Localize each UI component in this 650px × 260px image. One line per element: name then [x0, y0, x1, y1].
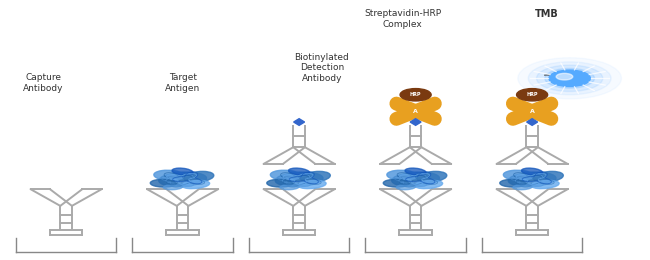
Polygon shape [509, 116, 519, 120]
Ellipse shape [172, 168, 193, 175]
Ellipse shape [513, 185, 532, 190]
Circle shape [536, 65, 603, 92]
Polygon shape [526, 119, 538, 125]
Polygon shape [545, 102, 555, 106]
Ellipse shape [163, 185, 183, 190]
Ellipse shape [280, 185, 299, 190]
Polygon shape [410, 119, 421, 125]
Polygon shape [428, 116, 439, 120]
Circle shape [549, 70, 590, 87]
Ellipse shape [159, 172, 207, 187]
Polygon shape [393, 116, 403, 120]
Ellipse shape [298, 180, 326, 189]
Text: Target
Antigen: Target Antigen [165, 73, 200, 93]
Ellipse shape [392, 172, 439, 187]
Ellipse shape [181, 180, 210, 189]
Circle shape [522, 107, 543, 115]
Polygon shape [428, 102, 439, 106]
Ellipse shape [531, 180, 559, 189]
Text: Streptavidin-HRP
Complex: Streptavidin-HRP Complex [364, 9, 441, 29]
Ellipse shape [300, 171, 330, 182]
Polygon shape [294, 119, 305, 125]
Circle shape [517, 89, 548, 101]
Circle shape [556, 73, 573, 80]
Polygon shape [393, 102, 403, 106]
Ellipse shape [415, 180, 443, 189]
Ellipse shape [508, 172, 556, 187]
Ellipse shape [150, 179, 176, 187]
Circle shape [405, 107, 426, 115]
Circle shape [528, 62, 611, 95]
Ellipse shape [405, 168, 426, 175]
Polygon shape [509, 102, 519, 106]
Circle shape [400, 89, 431, 101]
Circle shape [518, 58, 621, 99]
Ellipse shape [266, 179, 292, 187]
Polygon shape [545, 116, 555, 120]
Text: HRP: HRP [410, 92, 421, 97]
Text: Biotinylated
Detection
Antibody: Biotinylated Detection Antibody [294, 53, 349, 83]
Text: HRP: HRP [526, 92, 538, 97]
Text: A: A [413, 109, 418, 114]
Ellipse shape [270, 170, 302, 181]
Ellipse shape [533, 171, 564, 182]
Ellipse shape [289, 168, 309, 175]
Ellipse shape [500, 179, 526, 187]
Ellipse shape [417, 171, 447, 182]
Ellipse shape [521, 168, 543, 175]
Ellipse shape [503, 170, 535, 181]
Ellipse shape [387, 170, 419, 181]
Ellipse shape [396, 185, 415, 190]
Ellipse shape [184, 171, 214, 182]
Ellipse shape [154, 170, 185, 181]
Text: A: A [530, 109, 534, 114]
Ellipse shape [275, 172, 323, 187]
Text: TMB: TMB [536, 9, 559, 19]
Circle shape [545, 68, 595, 88]
Ellipse shape [384, 179, 409, 187]
Text: Capture
Antibody: Capture Antibody [23, 73, 64, 93]
